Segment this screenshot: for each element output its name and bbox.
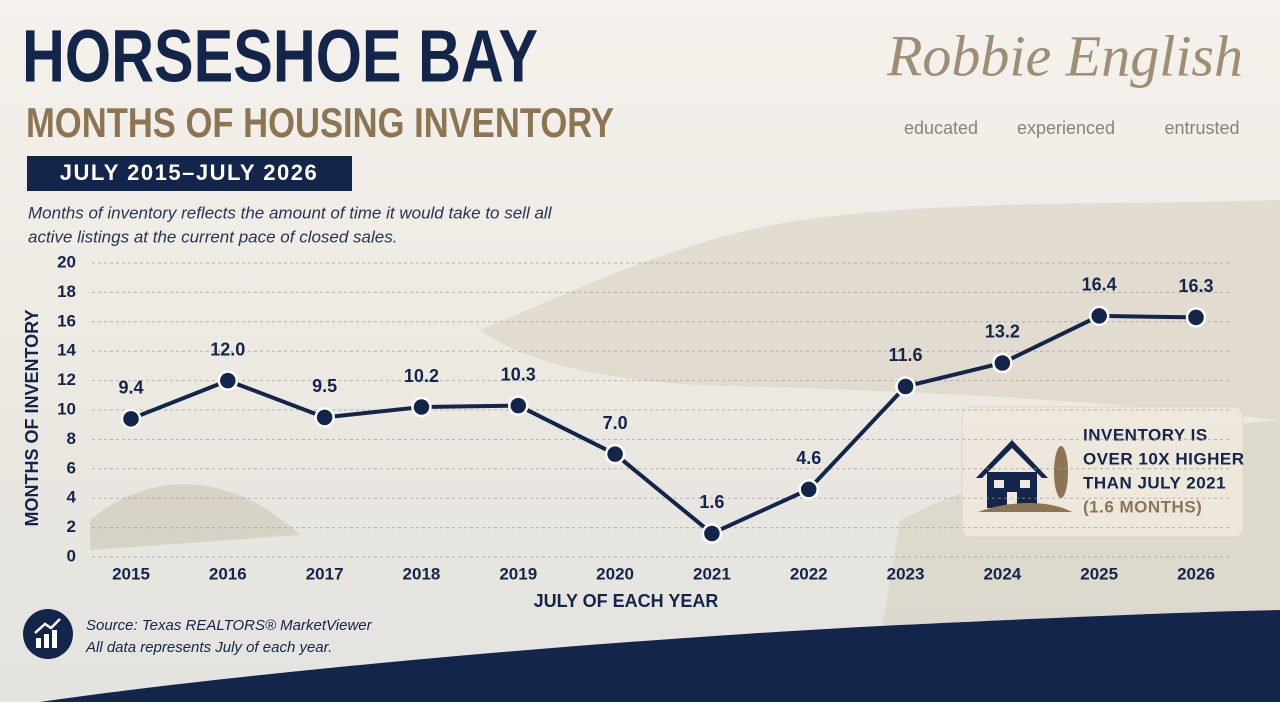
x-tick-label: 2021 [693,564,731,583]
callout-text: INVENTORY IS [1083,425,1208,444]
y-tick-label: 18 [57,282,76,301]
point [992,352,1013,374]
value-label: 16.4 [1082,275,1117,295]
subtitle: MONTHS OF HOUSING INVENTORY [26,99,614,146]
point [217,370,239,391]
point [314,407,335,428]
y-tick-label: 8 [67,429,76,448]
source: Source: Texas REALTORS® MarketViewer [86,617,373,634]
point [604,443,626,465]
line [130,313,1197,536]
hills [480,200,1280,420]
y-tick-label: 4 [67,488,77,507]
value-label: 12.0 [210,339,245,359]
date-badge [27,156,352,191]
point [411,396,432,418]
y-tick-label: 14 [57,341,76,360]
point [120,408,142,430]
plot: 0 2 4 6 8 10 12 14 16 18 20 2015 2016 2017 2018 2019 202… [57,252,1232,583]
y-tick-label: 6 [67,458,76,477]
value-label: 9.5 [312,376,337,396]
x-tick-label: 2016 [209,564,247,583]
island [90,484,300,550]
x-axis-label: JULY OF EACH YEAR [534,591,719,611]
point [1185,307,1207,328]
y-tick-label: 10 [57,399,76,418]
x-tick-label: 2020 [596,564,634,583]
source-icon-chart [34,618,61,648]
title: HORSESHOE BAY [22,15,538,98]
callout-text: OVER 10X HIGHER [1083,449,1245,468]
brand-name: Robbie English [886,23,1243,88]
point [508,395,529,416]
x-tick-label: 2024 [983,564,1021,583]
x-tick-label: 2015 [112,564,150,583]
x-tick-label: 2026 [1177,564,1215,583]
x-tick-label: 2023 [887,564,925,583]
description: active listings at the current pace of c… [28,227,397,246]
x-tick-label: 2019 [499,564,537,583]
date-range: JULY 2015–JULY 2026 [60,160,318,185]
value-label: 10.2 [404,366,439,386]
value-label: 1.6 [699,492,724,512]
point [701,523,723,544]
value-label: 11.6 [889,345,923,365]
tagline: educated [904,118,978,138]
description: Months of inventory reflects the amount … [28,203,553,222]
callout-text: (1.6 MONTHS) [1083,497,1202,516]
x-tick-label: 2018 [403,564,441,583]
y-tick-label: 12 [57,370,76,389]
y-tick-label: 20 [57,252,76,271]
value-label: 16.3 [1178,276,1213,296]
tagline: entrusted [1164,118,1239,138]
value-label: 10.3 [501,364,536,384]
footer-wave [40,610,1280,702]
point [1088,305,1110,327]
source-note: All data represents July of each year. [85,639,332,656]
value-label: 9.4 [118,378,143,398]
y-axis-label: MONTHS OF INVENTORY [22,309,42,526]
house-icon [976,440,1072,512]
tagline: experienced [1017,118,1115,138]
x-tick-label: 2022 [790,564,828,583]
y-tick-label: 16 [57,311,76,330]
value-label: 7.0 [603,413,628,433]
x-tick-label: 2017 [306,564,344,583]
point [798,479,819,500]
y-tick-label: 0 [67,546,76,565]
y-tick-label: 2 [67,517,76,536]
x-tick-label: 2025 [1080,564,1118,583]
callout-text: THAN JULY 2021 [1083,473,1226,492]
value-label: 4.6 [796,448,821,468]
value-label: 13.2 [985,322,1020,342]
point [895,376,916,397]
